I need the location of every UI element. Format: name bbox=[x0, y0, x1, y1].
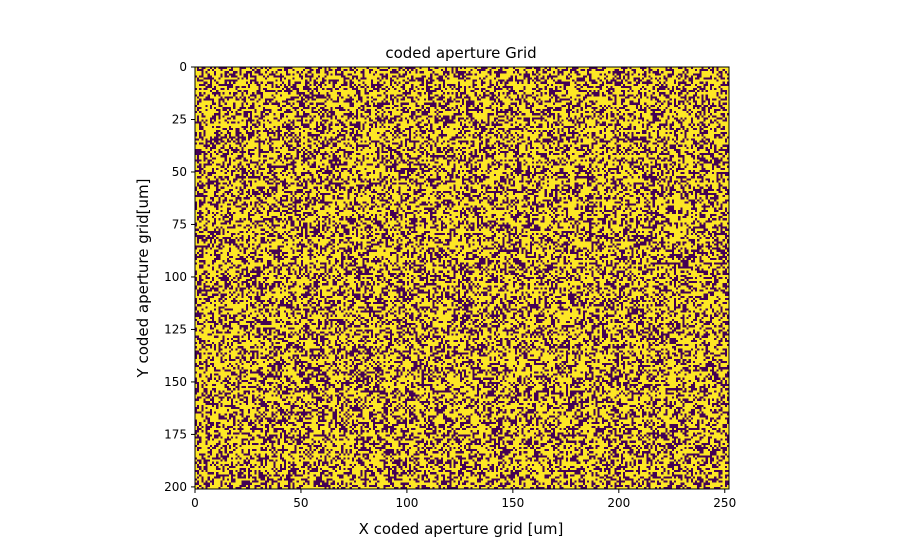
x-axis: 0 50 100 150 200 250 bbox=[191, 489, 736, 510]
x-tick-label: 250 bbox=[713, 496, 736, 510]
y-tick-label: 125 bbox=[164, 322, 187, 336]
y-tick-label: 150 bbox=[164, 375, 187, 389]
y-tick-label: 100 bbox=[164, 270, 187, 284]
heatmap-image bbox=[195, 67, 729, 489]
y-tick-label: 50 bbox=[172, 165, 187, 179]
x-tick-label: 50 bbox=[293, 496, 308, 510]
y-tick-label: 25 bbox=[172, 112, 187, 126]
y-axis-label: Y coded aperture grid[um] bbox=[134, 179, 152, 379]
y-axis: 0 25 50 75 100 125 150 175 200 bbox=[164, 60, 195, 494]
y-tick-label: 0 bbox=[179, 60, 187, 74]
x-axis-label: X coded aperture grid [um] bbox=[359, 520, 564, 538]
y-tick-label: 175 bbox=[164, 427, 187, 441]
plot-frame bbox=[194, 66, 730, 490]
x-tick-label: 150 bbox=[501, 496, 524, 510]
x-tick-label: 200 bbox=[607, 496, 630, 510]
chart-title: coded aperture Grid bbox=[385, 44, 536, 62]
y-tick-label: 200 bbox=[164, 480, 187, 494]
x-tick-label: 100 bbox=[395, 496, 418, 510]
y-tick-label: 75 bbox=[172, 217, 187, 231]
x-tick-label: 0 bbox=[191, 496, 199, 510]
